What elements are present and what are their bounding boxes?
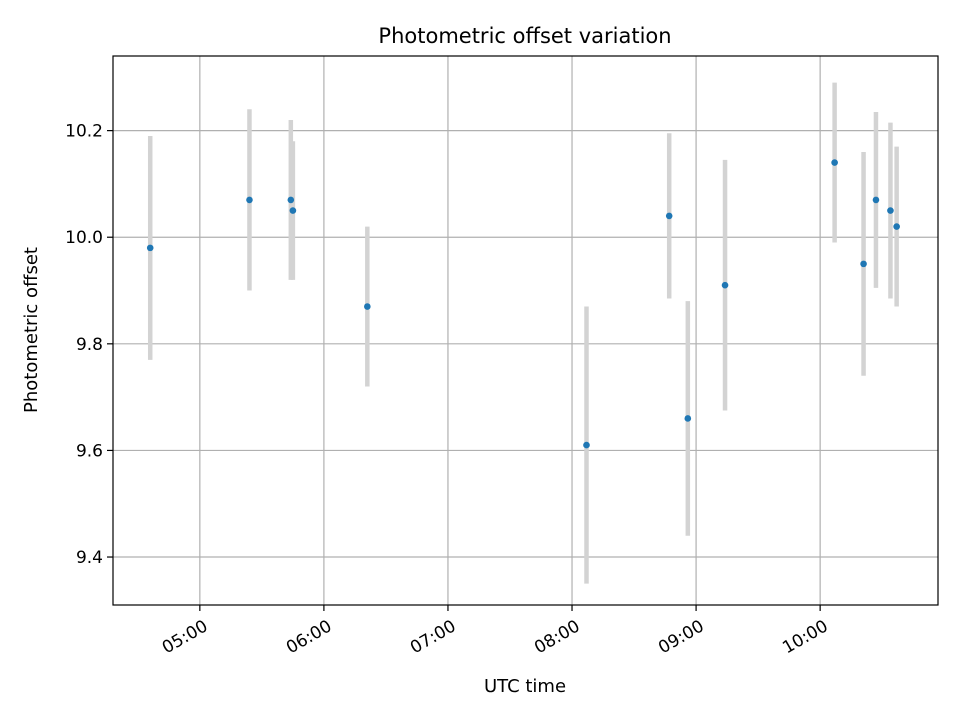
y-tick-label: 9.4 (76, 548, 103, 568)
data-point (893, 223, 900, 230)
y-tick-label: 10.0 (65, 228, 103, 248)
data-points (146, 159, 900, 449)
y-tick-label: 10.2 (65, 122, 103, 142)
data-point (721, 281, 729, 289)
plot-frame (112, 55, 939, 606)
y-axis-label: Photometric offset (21, 247, 42, 413)
data-point (287, 196, 295, 204)
data-point (872, 196, 880, 204)
data-point (860, 260, 867, 268)
x-axis-label: UTC time (484, 676, 566, 697)
chart-title: Photometric offset variation (378, 24, 671, 48)
data-point (684, 415, 692, 422)
data-point (665, 212, 673, 220)
data-point (146, 244, 154, 252)
y-tick-label: 9.6 (76, 441, 103, 461)
data-point (289, 207, 297, 214)
data-point (246, 196, 253, 204)
data-point (583, 441, 590, 449)
data-point (831, 159, 838, 166)
data-point (887, 207, 894, 214)
y-tick-label: 9.8 (76, 335, 103, 355)
data-point (364, 303, 371, 310)
